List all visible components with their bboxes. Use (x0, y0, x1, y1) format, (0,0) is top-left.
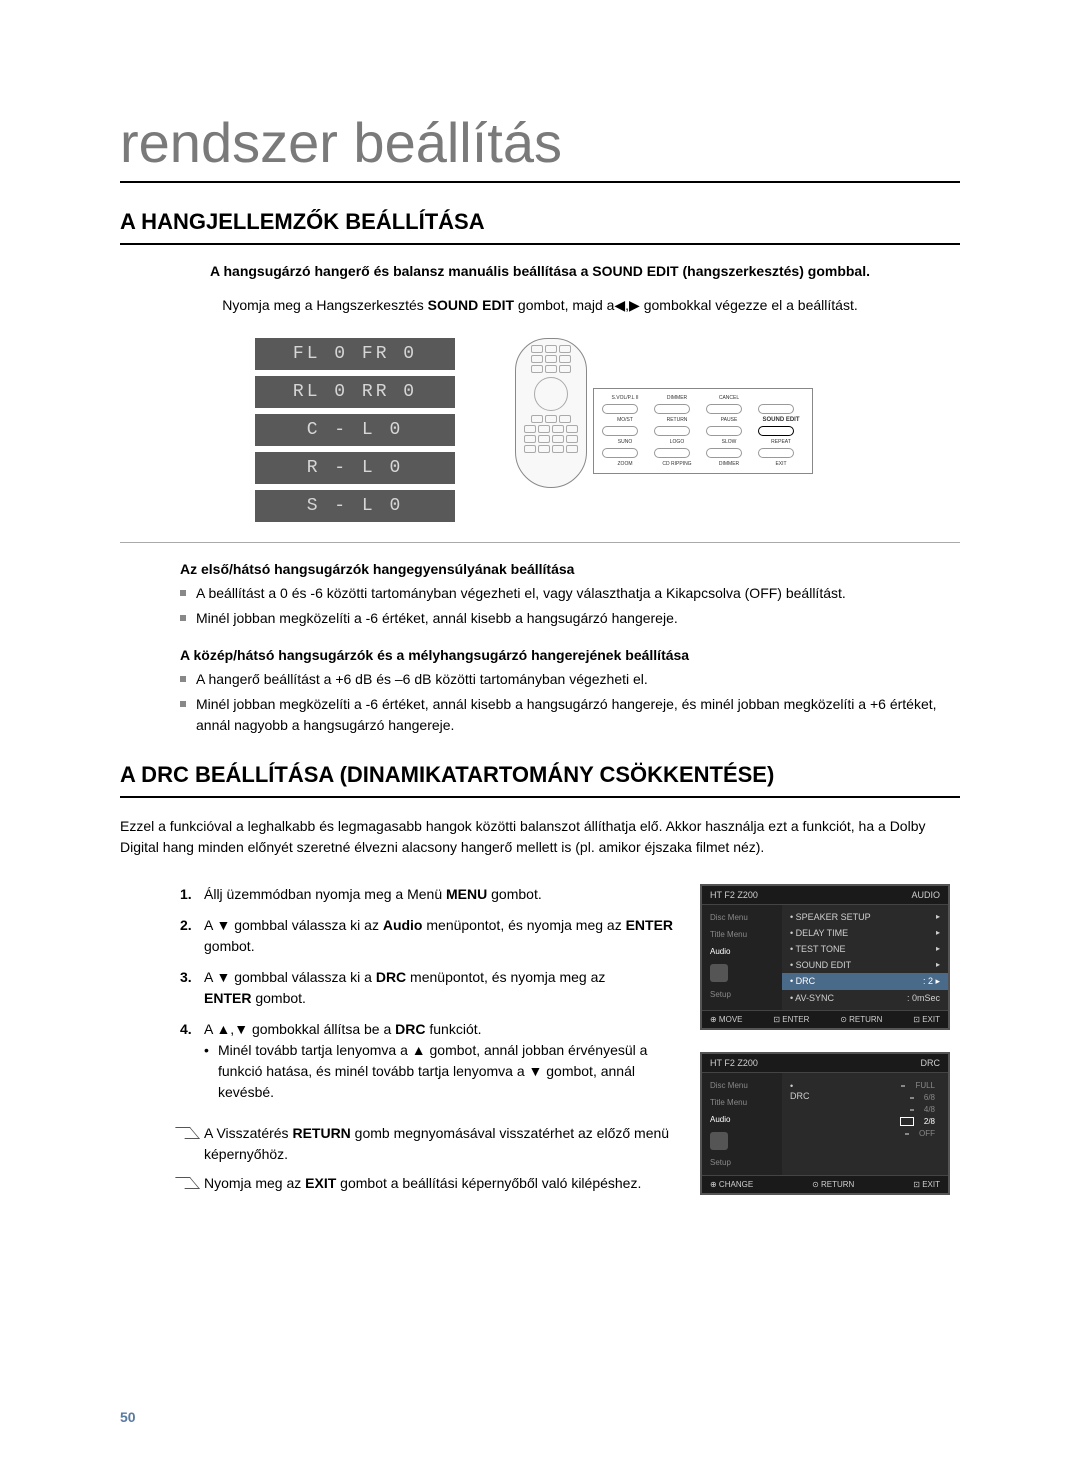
menu-screenshot-audio: HT F2 Z200 AUDIO Disc Menu Title Menu Au… (700, 884, 950, 1030)
menu-left-item: Audio (702, 1111, 782, 1128)
display-panel: C - L 0 (255, 414, 455, 446)
display-panel: R - L 0 (255, 452, 455, 484)
menu-left-item: Setup (702, 1154, 782, 1171)
remote-body (515, 338, 587, 488)
divider (120, 542, 960, 543)
note-return: A Visszatérés RETURN gomb megnyomásával … (180, 1123, 680, 1165)
step-item: A ▲,▼ gombokkal állítsa be a DRC funkció… (180, 1019, 680, 1103)
sub-bullet: Minél tovább tartja lenyomva a ▲ gombot,… (204, 1040, 680, 1103)
subsection-front-rear-balance: Az első/hátsó hangsugárzók hangegyensúly… (180, 561, 940, 629)
menu-header-left: HT F2 Z200 (710, 890, 758, 900)
footer-return: ⊙ RETURN (840, 1015, 882, 1024)
page-title: rendszer beállítás (120, 110, 960, 183)
menu-left-item: Audio (702, 943, 782, 960)
screenshots-column: HT F2 Z200 AUDIO Disc Menu Title Menu Au… (700, 884, 960, 1217)
list-item: A hangerő beállítást a +6 dB és –6 dB kö… (180, 669, 940, 690)
subsection-center-rear-sub: A közép/hátsó hangsugárzók és a mélyhang… (180, 647, 940, 736)
footer-change: ⊕ CHANGE (710, 1180, 753, 1189)
section-title-audio-features: A HANGJELLEMZŐK BEÁLLÍTÁSA (120, 209, 960, 245)
menu-screenshot-drc: HT F2 Z200 DRC Disc Menu Title Menu Audi… (700, 1052, 950, 1195)
menu-header-left: HT F2 Z200 (710, 1058, 758, 1068)
list-item: A beállítást a 0 és -6 közötti tartomány… (180, 583, 940, 604)
note-exit: Nyomja meg az EXIT gombot a beállítási k… (180, 1173, 680, 1194)
intro-bold: A hangsugárzó hangerő és balansz manuáli… (120, 263, 960, 279)
page-number: 50 (120, 1409, 136, 1425)
section-title-drc: A DRC BEÁLLÍTÁSA (DINAMIKATARTOMÁNY CSÖK… (120, 762, 960, 798)
remote-illustration: S.VOL/P.L IIDIMMERCANCEL MO/STRETURNPAUS… (515, 338, 825, 488)
footer-return: ⊙ RETURN (812, 1180, 854, 1189)
menu-header-right: DRC (921, 1058, 941, 1068)
gear-icon (710, 964, 728, 982)
intro-instruction: Nyomja meg a Hangszerkesztés SOUND EDIT … (120, 297, 960, 314)
steps-column: Állj üzemmódban nyomja meg a Menü MENU g… (120, 884, 680, 1217)
menu-left-item: Setup (702, 986, 782, 1003)
display-stack: FL 0 FR 0 RL 0 RR 0 C - L 0 R - L 0 S - … (255, 338, 455, 522)
menu-left-item: Title Menu (702, 1094, 782, 1111)
display-panel: S - L 0 (255, 490, 455, 522)
footer-exit: ⊡ EXIT (913, 1180, 940, 1189)
step-item: A ▼ gombbal válassza ki a DRC menüpontot… (180, 967, 680, 1009)
sub-title: Az első/hátsó hangsugárzók hangegyensúly… (180, 561, 940, 577)
footer-exit: ⊡ EXIT (913, 1015, 940, 1024)
menu-header-right: AUDIO (911, 890, 940, 900)
gear-icon (710, 1132, 728, 1150)
display-panel: FL 0 FR 0 (255, 338, 455, 370)
display-panel: RL 0 RR 0 (255, 376, 455, 408)
list-item: Minél jobban megközelíti a -6 értéket, a… (180, 694, 940, 736)
list-item: Minél jobban megközelíti a -6 értéket, a… (180, 608, 940, 629)
display-remote-row: FL 0 FR 0 RL 0 RR 0 C - L 0 R - L 0 S - … (120, 338, 960, 522)
remote-callout: S.VOL/P.L IIDIMMERCANCEL MO/STRETURNPAUS… (593, 388, 813, 474)
menu-left-item: Disc Menu (702, 909, 782, 926)
menu-left-item: Disc Menu (702, 1077, 782, 1094)
footer-move: ⊕ MOVE (710, 1015, 742, 1024)
drc-description: Ezzel a funkcióval a leghalkabb és legma… (120, 816, 960, 858)
sub-title: A közép/hátsó hangsugárzók és a mélyhang… (180, 647, 940, 663)
step-item: Állj üzemmódban nyomja meg a Menü MENU g… (180, 884, 680, 905)
footer-enter: ⊡ ENTER (773, 1015, 809, 1024)
step-item: A ▼ gombbal válassza ki az Audio menüpon… (180, 915, 680, 957)
menu-left-item: Title Menu (702, 926, 782, 943)
